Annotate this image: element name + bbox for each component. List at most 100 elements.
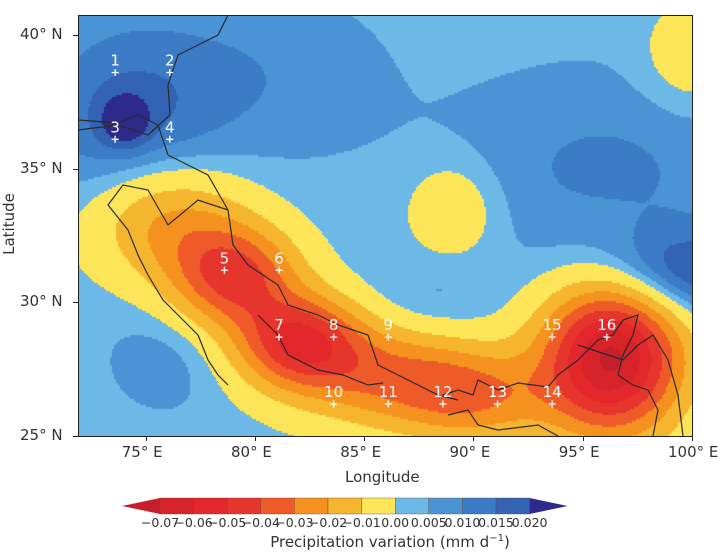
colorbar-tick-label: 0.010 xyxy=(444,515,481,530)
station-label: 10 xyxy=(324,383,343,401)
station-marker: 7 xyxy=(274,316,284,341)
x-tick-label: 90° E xyxy=(449,443,491,461)
colorbar-title-unit-exponent: −1 xyxy=(489,533,504,544)
x-tick-mark xyxy=(254,436,256,441)
border-line xyxy=(107,184,229,386)
colorbar-bin xyxy=(226,497,261,515)
x-tick-mark xyxy=(473,436,475,441)
station-marker: 1 xyxy=(110,51,120,76)
border-line xyxy=(257,314,384,386)
station-label: 7 xyxy=(274,316,284,334)
station-label: 8 xyxy=(329,316,339,334)
station-marker: 11 xyxy=(379,383,398,408)
border-line xyxy=(617,314,659,436)
colorbar-bin xyxy=(462,497,497,515)
map-plot-area: 1 2 3 4 5 6 7 8 9 10 11 12 13 14 15 16 xyxy=(78,15,692,436)
colorbar-bin xyxy=(294,497,329,515)
colorbar-tick-label: −0.07 xyxy=(140,515,180,530)
colorbar-bin xyxy=(495,497,530,515)
station-plus-icon xyxy=(548,333,556,341)
station-marker: 15 xyxy=(543,316,562,341)
colorbar-tick-label: −0.03 xyxy=(275,515,314,530)
station-label: 16 xyxy=(597,316,616,334)
colorbar-tick-label: 0.015 xyxy=(478,515,514,530)
border-line xyxy=(442,319,624,396)
y-tick-mark xyxy=(73,436,78,437)
colorbar-arrow-max xyxy=(529,498,568,514)
station-marker: 8 xyxy=(329,316,339,341)
station-label: 3 xyxy=(110,118,120,136)
x-tick-label: 85° E xyxy=(340,443,382,461)
station-plus-icon xyxy=(330,400,338,408)
colorbar-tick-label: −0.02 xyxy=(308,515,348,530)
station-marker: 4 xyxy=(165,118,175,143)
station-plus-icon xyxy=(548,400,556,408)
x-tick-label: 80° E xyxy=(230,443,272,461)
y-tick-label: 25° N xyxy=(20,426,63,444)
border-line xyxy=(227,209,459,401)
colorbar-tick-label: −0.04 xyxy=(241,515,280,530)
station-marker: 14 xyxy=(543,383,562,408)
station-plus-icon xyxy=(220,266,228,274)
station-label: 13 xyxy=(488,383,507,401)
station-marker: 5 xyxy=(220,249,230,274)
colorbar-title-text: Precipitation variation (mm d xyxy=(270,533,490,551)
colorbar-title-end: ) xyxy=(503,533,510,551)
station-marker: 9 xyxy=(384,316,394,341)
colorbar-bin xyxy=(428,497,463,515)
station-plus-icon xyxy=(494,400,502,408)
station-marker: 16 xyxy=(597,316,616,341)
x-tick-mark xyxy=(582,436,584,441)
colorbar-tick-label: 0.00 xyxy=(381,515,410,530)
colorbar-tick-label: −0.01 xyxy=(342,515,381,530)
station-plus-icon xyxy=(603,333,611,341)
colorbar-bin xyxy=(159,497,194,515)
x-tick-mark xyxy=(692,436,693,441)
x-tick-label: 100° E xyxy=(668,443,719,461)
station-label: 15 xyxy=(543,316,562,334)
y-tick-mark xyxy=(73,302,78,304)
x-tick-mark xyxy=(364,436,366,441)
station-marker: 12 xyxy=(433,383,452,408)
station-plus-icon xyxy=(384,333,392,341)
colorbar-bin xyxy=(395,497,430,515)
station-marker: 13 xyxy=(488,383,507,408)
station-label: 9 xyxy=(384,316,394,334)
x-tick-mark xyxy=(145,436,147,441)
station-plus-icon xyxy=(166,135,174,143)
border-line xyxy=(577,334,684,436)
colorbar-tick-label: −0.06 xyxy=(174,515,213,530)
border-line xyxy=(78,15,229,136)
y-tick-label: 35° N xyxy=(20,158,63,177)
colorbar-bin xyxy=(361,497,396,515)
station-label: 5 xyxy=(220,249,230,267)
station-label: 4 xyxy=(165,118,175,136)
station-plus-icon xyxy=(166,68,174,76)
station-label: 14 xyxy=(543,383,562,401)
station-marker: 2 xyxy=(165,51,175,76)
station-plus-icon xyxy=(384,400,392,408)
station-plus-icon xyxy=(275,333,283,341)
y-tick-mark xyxy=(73,35,78,37)
colorbar-tick-label: −0.05 xyxy=(208,515,247,530)
colorbar-arrow-min xyxy=(122,498,160,514)
y-tick-mark xyxy=(73,168,78,170)
station-plus-icon xyxy=(330,333,338,341)
colorbar-bin xyxy=(193,497,228,515)
border-line xyxy=(78,114,229,211)
station-marker: 10 xyxy=(324,383,343,408)
station-plus-icon xyxy=(275,266,283,274)
y-tick-label: 40° N xyxy=(20,25,63,44)
border-line xyxy=(447,409,559,436)
station-label: 1 xyxy=(110,51,120,69)
y-tick-label: 30° N xyxy=(20,292,63,311)
colorbar xyxy=(122,497,568,515)
station-plus-icon xyxy=(111,68,119,76)
x-tick-label: 75° E xyxy=(121,443,163,461)
precipitation-contour-field xyxy=(78,15,692,436)
colorbar-bin xyxy=(260,497,295,515)
x-tick-label: 95° E xyxy=(558,443,600,461)
station-label: 2 xyxy=(165,51,175,69)
